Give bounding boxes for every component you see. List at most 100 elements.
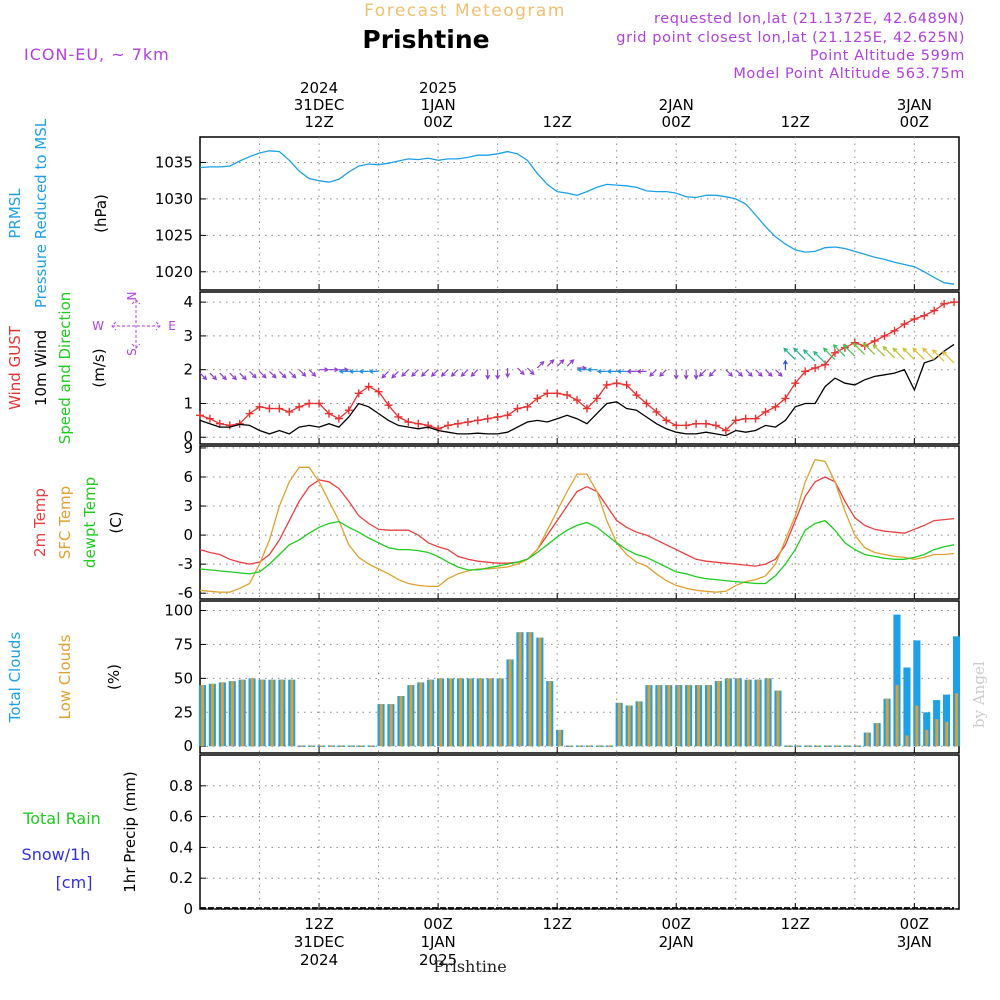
bottom-time-label: 2024 [300,951,338,969]
wind-arrow [209,372,218,381]
low-cloud-bar [230,681,234,747]
low-cloud-bar [211,683,214,747]
low-cloud-bar [736,678,740,747]
wind-arrow [288,370,297,379]
panel-units: (hPa) [92,194,110,233]
total-cloud-bar [893,614,901,747]
wind-arrow [708,369,717,377]
low-cloud-bar [399,696,403,747]
panel-ylabel: Low Clouds [56,634,74,719]
low-cloud-bar [707,685,711,747]
gust-point [513,404,522,413]
panel-units: (m/s) [90,348,108,387]
wind-arrow [526,367,535,376]
wind-arrow [616,368,627,374]
compass-rose: N S W E [92,292,176,356]
gust-point [811,364,820,372]
gust-point [255,402,264,411]
wind-arrow [298,369,307,377]
panel-ylabel: 10m Wind [32,330,50,406]
total-cloud-bar [913,640,921,747]
low-cloud-bar [677,685,681,747]
gust-point [940,299,949,308]
y-tick-label: 0 [183,737,193,755]
y-tick-label: 3 [183,497,193,515]
bottom-time-label: 00Z [662,915,691,933]
gust-point [543,389,552,398]
low-cloud-bar [925,729,929,747]
bottom-time-label: 00Z [900,915,929,933]
gust-point [404,418,413,427]
wind-arrow [862,342,876,355]
gust-point [900,320,909,329]
wind-arrow [636,368,647,374]
wind-arrow [852,342,866,355]
wind-arrow [517,367,525,376]
gust-point [711,421,720,430]
gust-point [662,416,671,425]
gust-point [771,402,780,411]
gust-point [324,409,333,418]
y-tick-label: 0.8 [169,777,193,795]
gust-point [672,421,681,430]
low-cloud-bar [756,679,760,747]
low-cloud-bar [647,685,651,747]
gust-point [612,379,621,388]
low-cloud-bar [865,732,869,747]
wind-arrow [941,350,955,364]
compass-label: W [92,319,104,333]
gust-point [424,421,433,430]
gridpoint-coords: grid point closest lon,lat (21.125E, 42.… [616,30,965,46]
wind-arrow [239,372,247,381]
low-cloud-bar [469,678,472,747]
gust-point [682,421,691,430]
total-cloud-bar [943,694,951,747]
top-time-label: 12Z [304,113,333,131]
gust-point [692,419,701,428]
top-time-label: 2024 [300,79,338,97]
point-altitude: Point Altitude 599m [810,48,965,64]
low-cloud-bar [697,685,701,747]
wind-arrow [308,369,317,377]
gust-point [721,426,730,435]
low-cloud-bar [657,685,661,747]
low-cloud-bar [776,690,780,747]
y-tick-label: 1020 [155,263,193,281]
low-cloud-bar [955,693,959,747]
wind-arrow [892,347,905,361]
gust-point [523,402,532,411]
y-tick-label: 1035 [155,154,193,172]
gust-point [741,414,750,423]
low-cloud-bar [875,723,879,747]
bottom-time-label: 12Z [304,915,333,933]
gust-point [950,298,959,307]
gust-point [344,406,353,415]
low-cloud-bar [449,678,453,747]
gust-point [384,401,393,410]
low-cloud-bar [528,632,532,747]
gust-point [493,412,502,421]
wind-arrow [673,369,679,380]
wind-arrow [269,370,277,379]
wind-arrow [822,347,836,361]
wind-arrow [495,369,501,380]
series-line-2m-temp [199,476,955,567]
gust-point [503,411,512,420]
panel-units: (%) [105,664,123,690]
gust-point [791,379,800,388]
low-cloud-bar [945,721,949,747]
gust-point [642,399,651,408]
gust-point [880,331,889,340]
wind-arrow [725,369,733,377]
low-cloud-bar [935,719,939,747]
bottom-time-label: 3JAN [897,933,932,951]
gust-point [394,412,403,421]
wind-arrow [249,370,257,379]
low-cloud-bar [687,685,691,747]
panel-ylabel: Pressure Reduced to MSL [32,118,50,308]
y-tick-label: 0 [183,428,193,446]
wind-arrow [199,372,208,381]
